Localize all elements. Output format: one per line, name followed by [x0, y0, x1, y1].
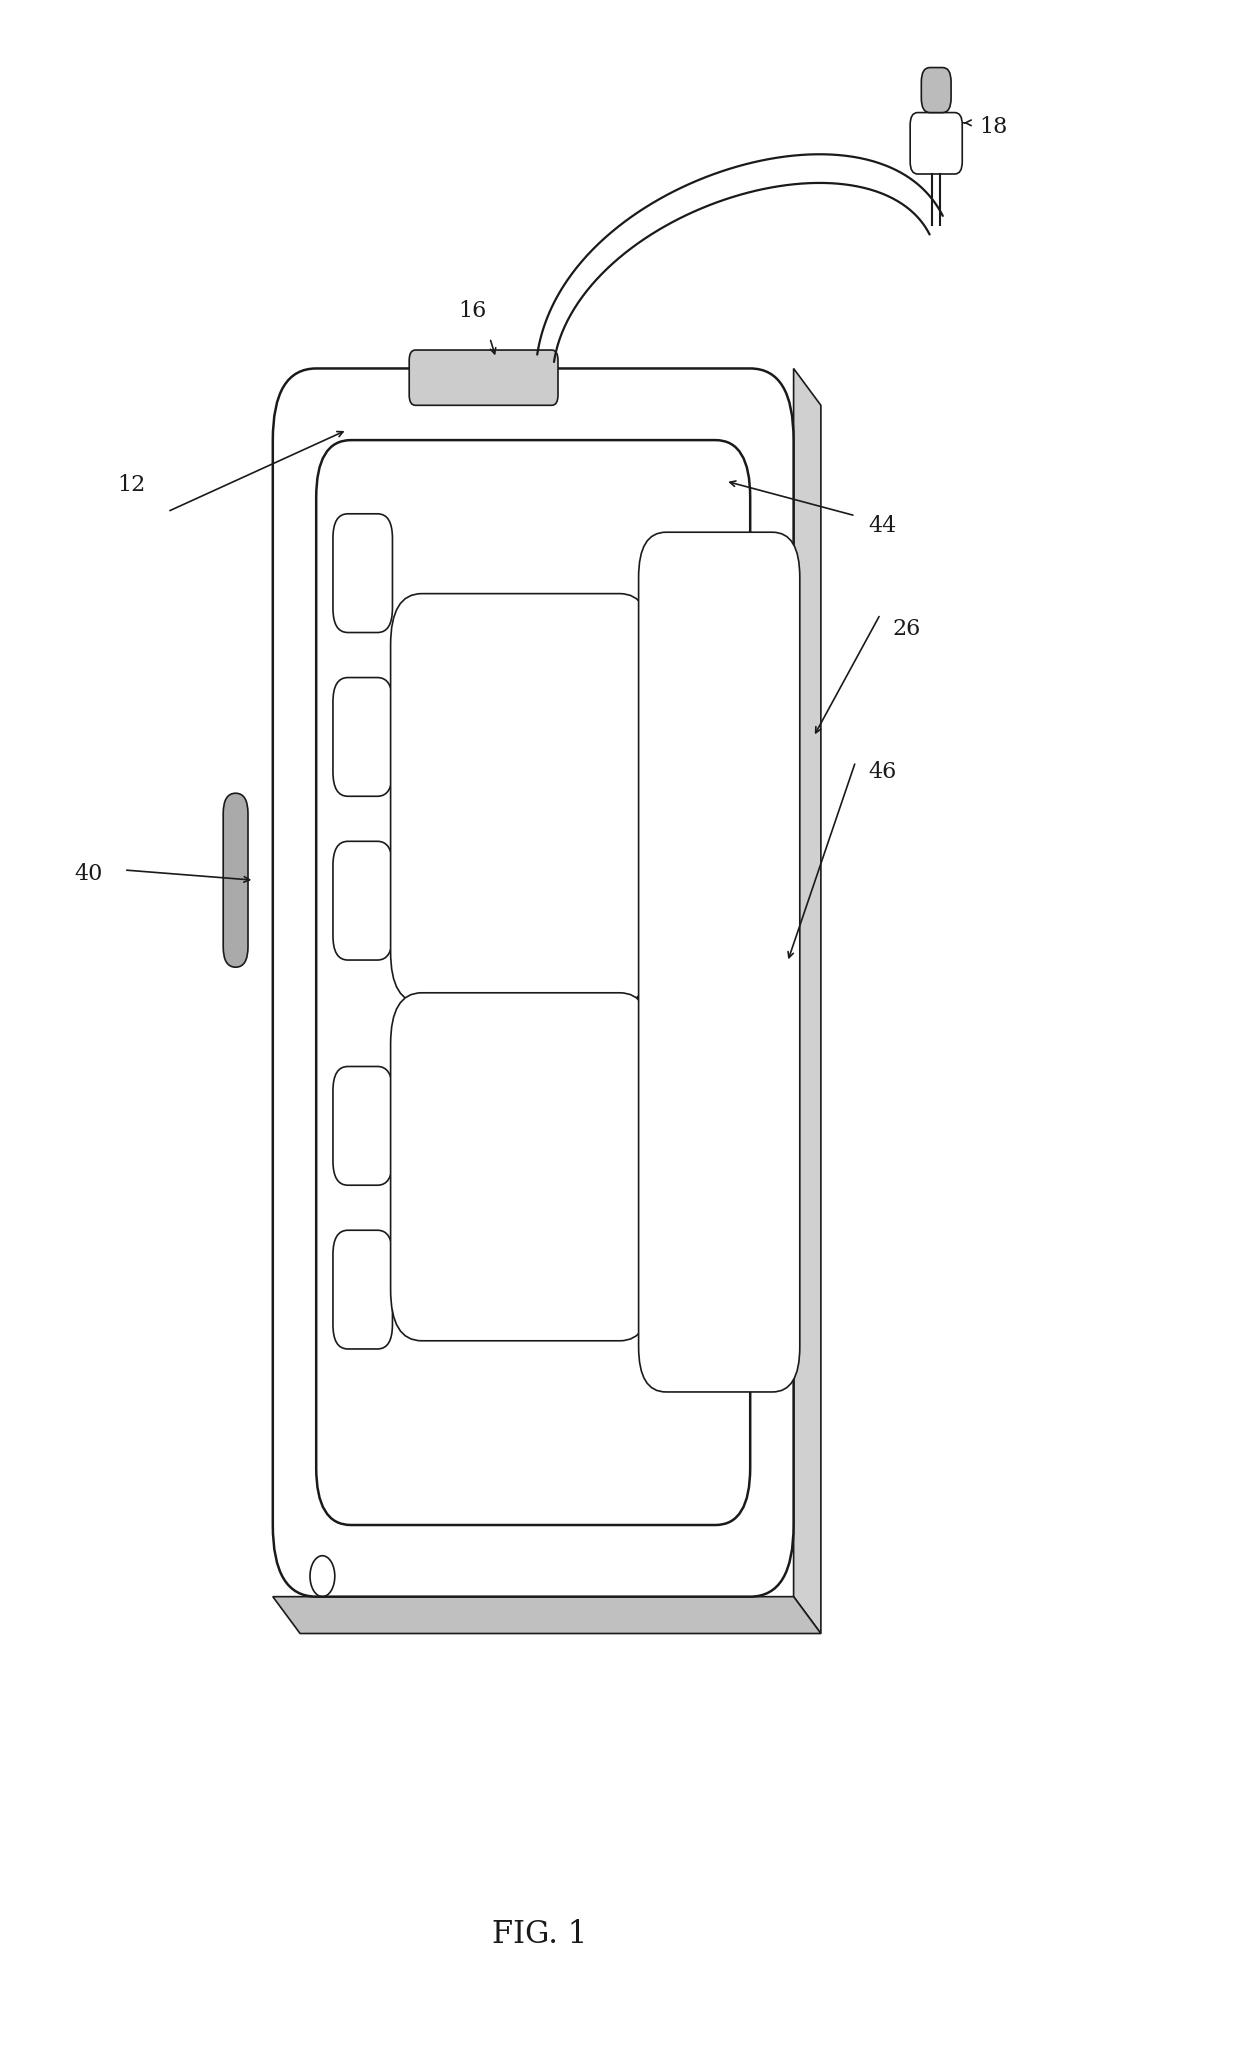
FancyBboxPatch shape: [332, 841, 392, 960]
Text: 16: 16: [459, 301, 487, 321]
FancyBboxPatch shape: [639, 532, 800, 1392]
FancyBboxPatch shape: [332, 1066, 392, 1185]
FancyBboxPatch shape: [223, 792, 248, 966]
Polygon shape: [273, 1597, 821, 1634]
Text: 26: 26: [893, 618, 921, 639]
Text: 40: 40: [74, 864, 103, 884]
FancyBboxPatch shape: [409, 350, 558, 405]
Text: 46: 46: [868, 761, 897, 782]
FancyBboxPatch shape: [332, 1230, 392, 1349]
FancyBboxPatch shape: [273, 368, 794, 1597]
Text: 18: 18: [980, 117, 1008, 137]
Text: 44: 44: [868, 516, 897, 536]
FancyBboxPatch shape: [391, 594, 651, 1003]
FancyBboxPatch shape: [332, 514, 392, 633]
Text: 12: 12: [118, 475, 146, 495]
FancyBboxPatch shape: [910, 113, 962, 174]
Polygon shape: [794, 368, 821, 1634]
FancyBboxPatch shape: [391, 993, 651, 1341]
FancyBboxPatch shape: [921, 68, 951, 113]
FancyBboxPatch shape: [332, 678, 392, 796]
Text: FIG. 1: FIG. 1: [492, 1918, 587, 1951]
